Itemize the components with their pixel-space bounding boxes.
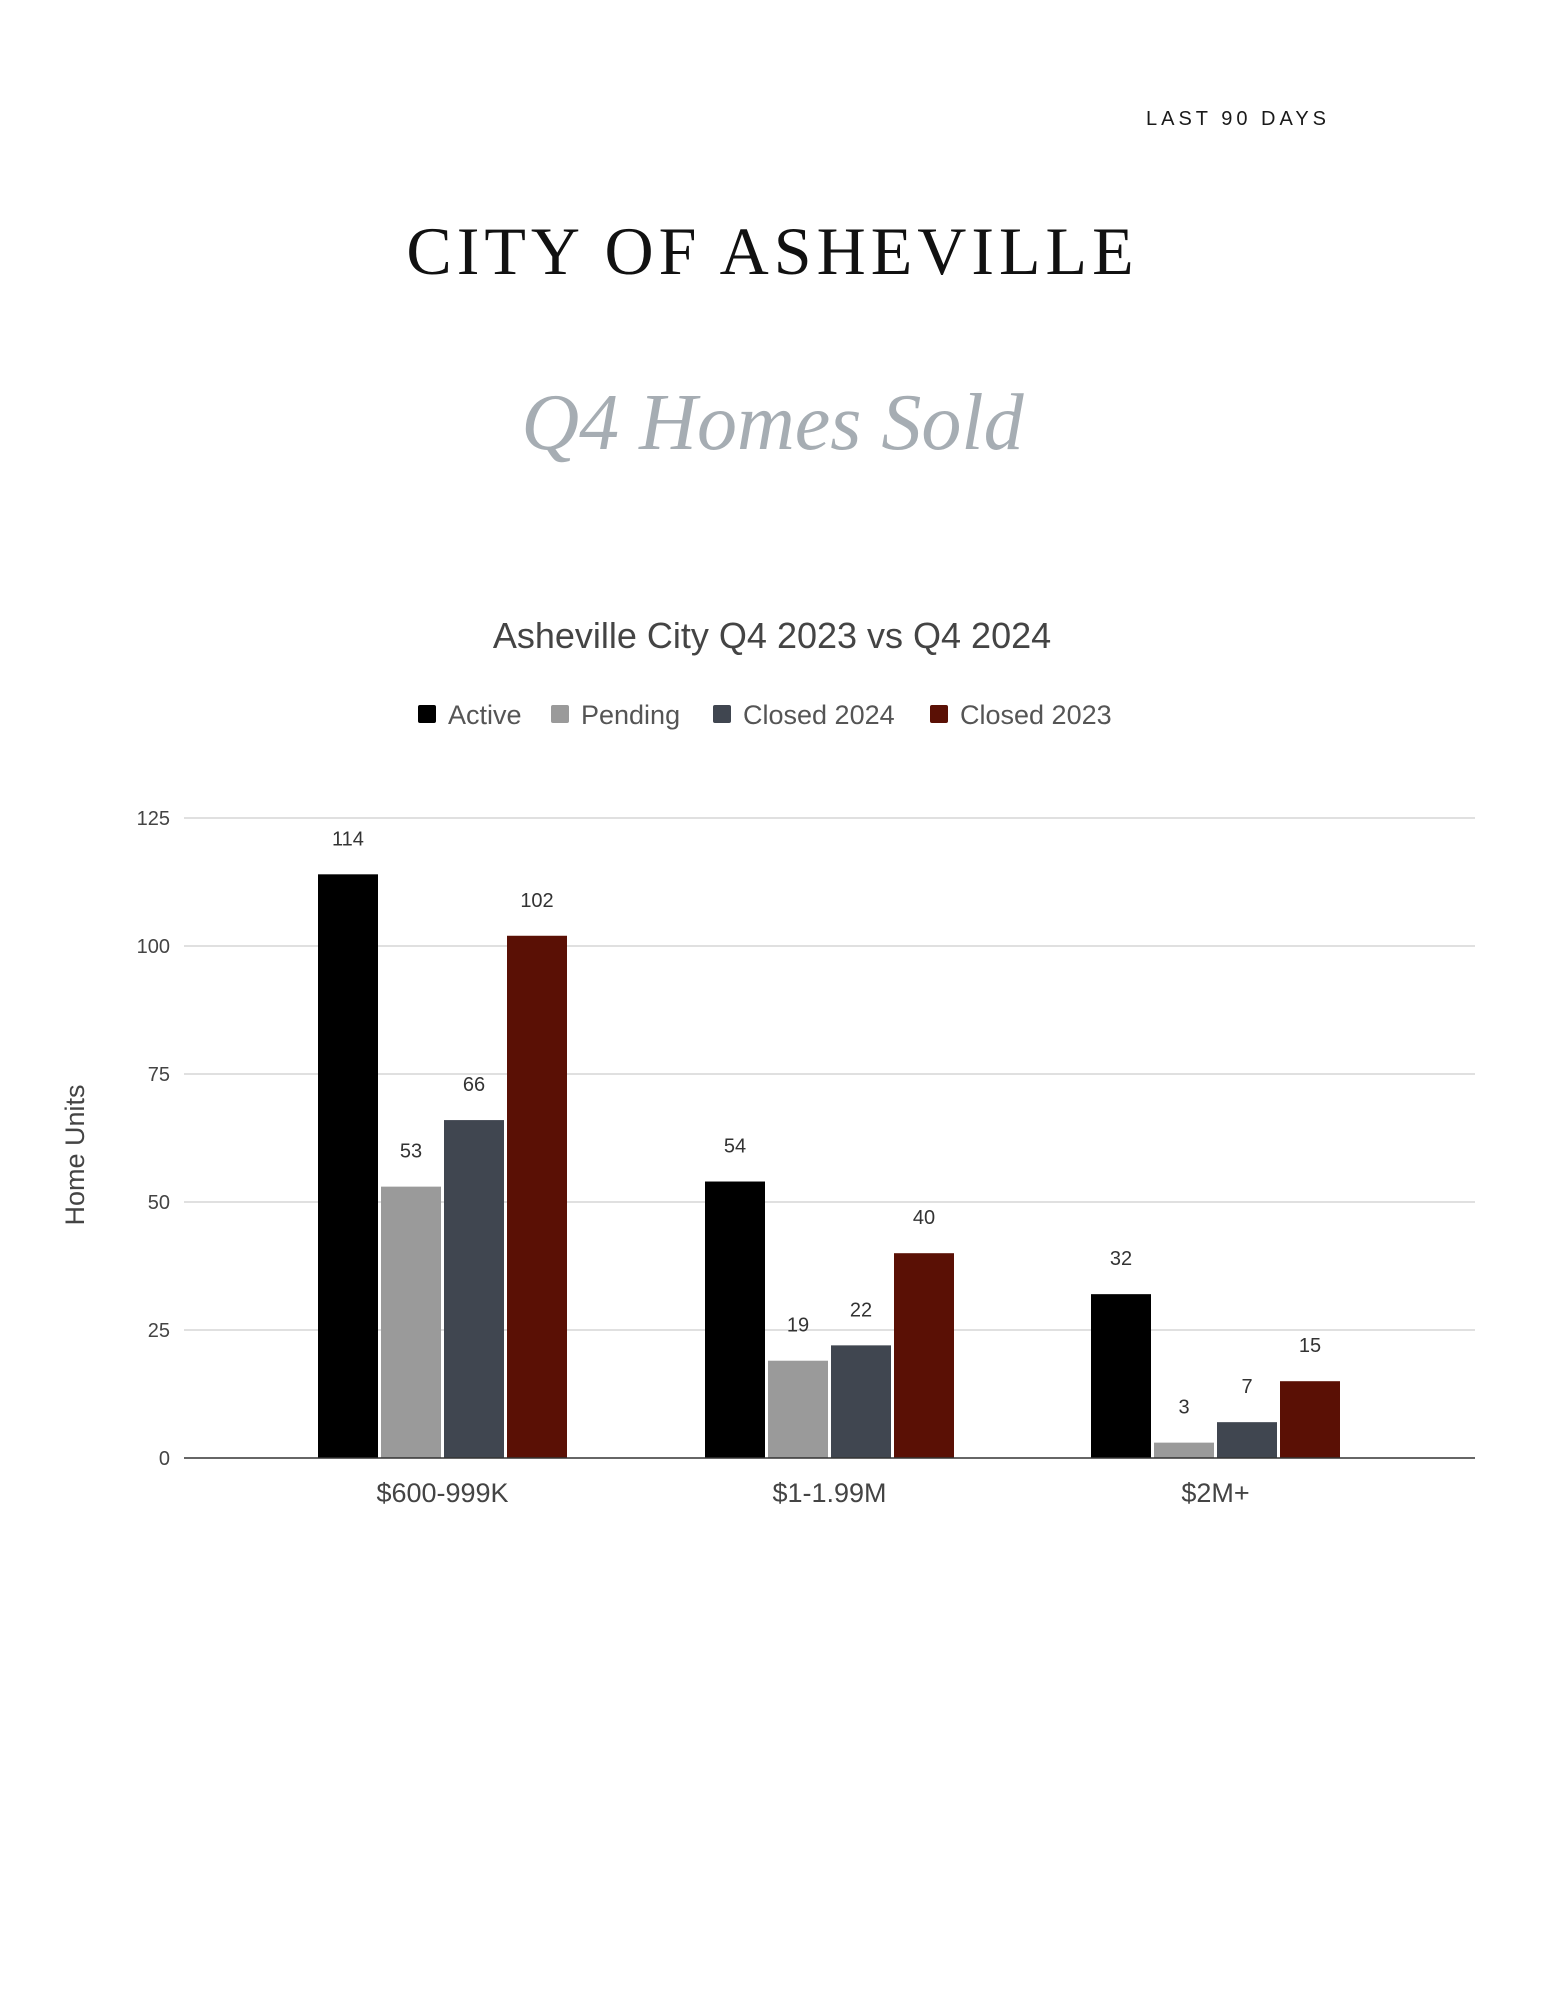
x-axis-ticks: $600-999K $1-1.99M $2M+ (376, 1478, 1249, 1508)
x-tick-label: $1-1.99M (772, 1478, 886, 1508)
bar-chart: Asheville City Q4 2023 vs Q4 2024 Active… (60, 615, 1475, 1508)
data-labels: 114 53 66 102 54 19 22 40 32 3 7 15 (332, 828, 1321, 1418)
legend-swatch (418, 705, 436, 723)
data-label: 40 (913, 1207, 935, 1229)
legend-label: Pending (581, 700, 680, 730)
data-label: 3 (1178, 1397, 1189, 1419)
legend-label: Active (448, 700, 522, 730)
data-label: 22 (850, 1299, 872, 1321)
y-tick-label: 125 (137, 808, 170, 830)
legend-swatch (930, 705, 948, 723)
data-label: 19 (787, 1315, 809, 1337)
bar (705, 1181, 765, 1458)
data-label: 15 (1299, 1335, 1321, 1357)
data-label: 32 (1110, 1248, 1132, 1270)
chart-legend: Active Pending Closed 2024 Closed 2023 (418, 700, 1112, 730)
page-subtitle: Q4 Homes Sold (521, 379, 1024, 467)
y-tick-label: 75 (148, 1064, 170, 1086)
y-tick-label: 25 (148, 1320, 170, 1342)
legend-swatch (551, 705, 569, 723)
data-label: 53 (400, 1141, 422, 1163)
bar (507, 935, 567, 1458)
bar (1217, 1422, 1277, 1458)
data-label: 66 (463, 1074, 485, 1096)
page-title: CITY OF ASHEVILLE (406, 213, 1139, 289)
y-axis-ticks: 0 25 50 75 100 125 (137, 808, 170, 1470)
data-label: 7 (1241, 1376, 1252, 1398)
legend-label: Closed 2024 (743, 700, 895, 730)
y-axis-label: Home Units (60, 1084, 90, 1225)
bar (1154, 1442, 1214, 1458)
y-tick-label: 0 (159, 1448, 170, 1470)
bar (894, 1253, 954, 1458)
data-label: 114 (332, 828, 364, 850)
bar (381, 1186, 441, 1458)
bar (318, 874, 378, 1458)
y-tick-label: 50 (148, 1192, 170, 1214)
x-tick-label: $2M+ (1181, 1478, 1249, 1508)
x-tick-label: $600-999K (376, 1478, 508, 1508)
chart-bars (318, 874, 1340, 1458)
period-label: LAST 90 DAYS (1146, 108, 1330, 130)
legend-label: Closed 2023 (960, 700, 1112, 730)
data-label: 102 (520, 890, 553, 912)
bar (444, 1120, 504, 1458)
data-label: 54 (724, 1136, 746, 1158)
chart-title: Asheville City Q4 2023 vs Q4 2024 (493, 615, 1051, 656)
bar (1091, 1294, 1151, 1458)
bar (1280, 1381, 1340, 1458)
legend-swatch (713, 705, 731, 723)
y-tick-label: 100 (137, 936, 170, 958)
bar (831, 1345, 891, 1458)
bar (768, 1360, 828, 1458)
